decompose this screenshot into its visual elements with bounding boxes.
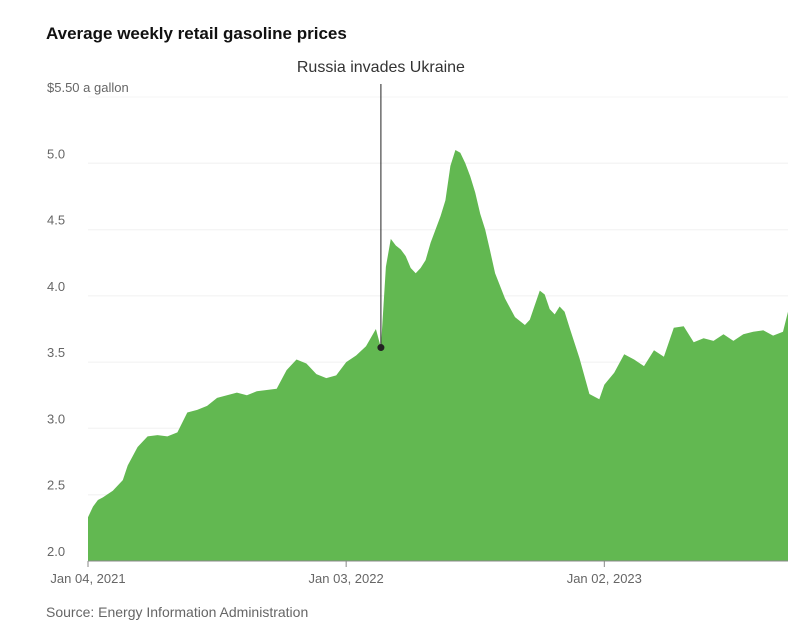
source-note: Source: Energy Information Administratio… [46,604,309,620]
y-tick-label: 3.0 [47,411,65,426]
y-axis-labels: $5.50 a gallon 5.0 4.5 4.0 3.5 3.0 2.5 2.0 [47,80,129,559]
x-tick-label: Jan 02, 2023 [567,571,642,586]
y-tick-label: 3.5 [47,345,65,360]
price-area [88,150,788,561]
annotation-label: Russia invades Ukraine [297,59,465,76]
annotation-dot [377,344,385,352]
y-tick-label: 4.0 [47,279,65,294]
x-tick-label: Jan 04, 2021 [50,571,125,586]
chart-title: Average weekly retail gasoline prices [46,24,347,43]
y-tick-label: 4.5 [47,213,65,228]
x-axis: Jan 04, 2021 Jan 03, 2022 Jan 02, 2023 [50,560,788,586]
y-tick-label: 2.5 [47,478,65,493]
y-tick-label: 2.0 [47,544,65,559]
annotation: Russia invades Ukraine [297,59,465,352]
y-tick-label: $5.50 a gallon [47,80,129,95]
y-tick-label: 5.0 [47,146,65,161]
x-tick-label: Jan 03, 2022 [309,571,384,586]
